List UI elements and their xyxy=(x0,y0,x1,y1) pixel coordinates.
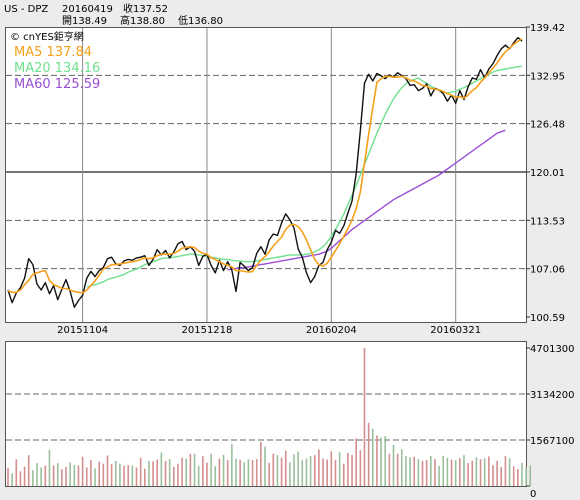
low-label: 低136.80 xyxy=(178,14,223,27)
open-label: 開138.49 xyxy=(62,15,107,27)
symbol-label: US - DPZ xyxy=(4,4,48,15)
price-y-tick-label: 120.01 xyxy=(530,168,565,179)
volume-y-tick-label: 4701300 xyxy=(530,344,575,355)
volume-y-tick-label: 1567100 xyxy=(530,436,575,447)
series-line-ma20 xyxy=(86,65,523,288)
volume-y-tick-label: 3134200 xyxy=(530,390,575,401)
x-tick-label: 20160321 xyxy=(430,325,481,336)
price-y-tick-label: 113.53 xyxy=(530,216,565,227)
source-watermark: © cnYES鉅亨網 xyxy=(10,30,84,43)
close-label: 收137.52 xyxy=(123,2,168,15)
price-y-tick-label: 100.59 xyxy=(530,313,565,324)
x-tick-label: 20151218 xyxy=(182,325,233,336)
volume-y-tick-label: 0 xyxy=(530,489,536,500)
x-tick-label: 20151104 xyxy=(57,325,108,336)
legend-ma60: MA60 125.59 xyxy=(14,77,100,92)
date-label: 20160419 xyxy=(62,4,113,15)
series-line-ma60 xyxy=(227,129,506,271)
price-y-tick-label: 126.48 xyxy=(530,120,565,131)
price-y-tick-label: 107.06 xyxy=(530,265,565,276)
legend-ma20: MA20 134.16 xyxy=(14,61,100,76)
price-y-tick-label: 139.42 xyxy=(530,23,565,34)
volume-panel xyxy=(5,341,527,487)
high-label: 高138.80 xyxy=(120,14,165,27)
legend-ma5: MA5 137.84 xyxy=(14,45,92,60)
x-tick-label: 20160204 xyxy=(306,325,357,336)
price-y-tick-label: 132.95 xyxy=(530,71,565,82)
series-line-ma5 xyxy=(7,38,523,294)
